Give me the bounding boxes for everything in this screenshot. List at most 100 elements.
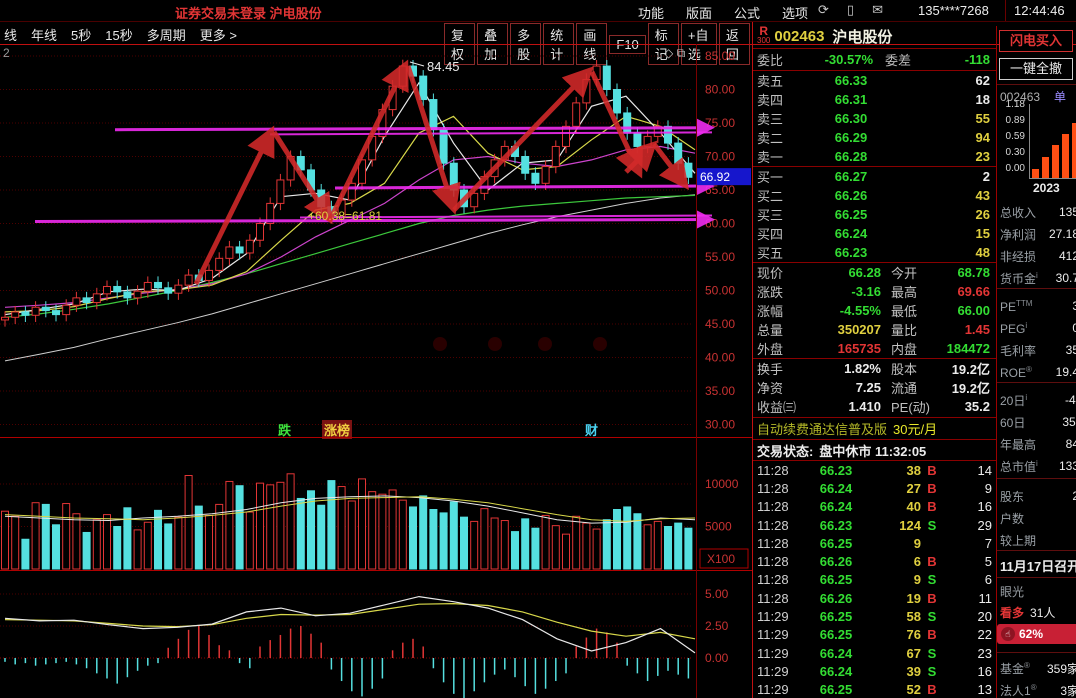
mini-bar bbox=[1032, 169, 1039, 178]
tick-row[interactable]: 11:28 66.24 27 B 9 bbox=[753, 479, 996, 497]
tick-count: 29 bbox=[977, 517, 992, 533]
tick-direction: B bbox=[927, 462, 937, 478]
svg-text:45.00: 45.00 bbox=[705, 317, 735, 331]
candlestick-panel[interactable]: 85.0080.0075.0070.0065.0060.0055.0050.00… bbox=[0, 44, 752, 437]
tick-price: 66.23 bbox=[819, 517, 853, 533]
valuation-row[interactable]: PETTM 3 bbox=[997, 296, 1076, 316]
side-label: 总市值i bbox=[1000, 458, 1038, 474]
cancel-all-button[interactable]: 一键全撤 bbox=[999, 58, 1073, 80]
menu-item-功能[interactable]: 功能 bbox=[638, 6, 665, 21]
level-volume: 55 bbox=[975, 111, 990, 126]
stat-label: 外盘 bbox=[757, 342, 784, 357]
side-column: 闪电买入 一键全撤 002463 单 1.18 0.89 0.59 0.30 0.00 … bbox=[997, 26, 1076, 698]
tick-row[interactable]: 11:29 66.24 67 S 23 bbox=[753, 644, 996, 662]
strip-label[interactable]: 涨榜 bbox=[322, 420, 353, 439]
valuation-row[interactable]: 毛利率 35 bbox=[997, 340, 1076, 360]
side-value: 3 bbox=[1072, 299, 1076, 313]
strip-label[interactable]: 财 bbox=[585, 423, 599, 438]
ask-row[interactable]: 卖三 66.30 55 bbox=[753, 109, 996, 128]
flash-buy-button[interactable]: 闪电买入 bbox=[999, 30, 1073, 52]
ask-row[interactable]: 卖四 66.31 18 bbox=[753, 90, 996, 109]
tick-row[interactable]: 11:28 66.23 38 B 14 bbox=[753, 461, 996, 479]
level-price: 66.28 bbox=[834, 149, 868, 164]
tool-button-画线[interactable]: 画线 bbox=[576, 23, 608, 65]
tick-count: 13 bbox=[977, 682, 992, 698]
menu-item-选项[interactable]: 选项 bbox=[782, 6, 809, 21]
svg-text:50.00: 50.00 bbox=[705, 284, 735, 298]
stat-row: 涨跌 -3.16 最高 69.66 bbox=[753, 282, 996, 301]
device-icon[interactable]: ▯ bbox=[846, 2, 855, 17]
mini-axis-label: 0.59 bbox=[1005, 131, 1025, 142]
menu-item-版面[interactable]: 版面 bbox=[686, 6, 713, 21]
tick-row[interactable]: 11:29 66.24 39 S 16 bbox=[753, 662, 996, 680]
mini-tag[interactable]: 单 bbox=[1054, 90, 1067, 104]
range-row[interactable]: 60日 35. bbox=[997, 412, 1076, 432]
tick-row[interactable]: 11:29 66.25 76 B 22 bbox=[753, 626, 996, 644]
strip-label[interactable]: 跌 bbox=[278, 423, 292, 438]
range-row[interactable]: 年最高 84 bbox=[997, 434, 1076, 454]
macd-panel[interactable]: 5.00 2.50 0.00 bbox=[0, 571, 752, 698]
tick-time: 11:29 bbox=[757, 682, 789, 698]
institution-row[interactable]: 法人1® 3家 bbox=[997, 680, 1076, 698]
holders-row[interactable]: 较上期 bbox=[997, 530, 1076, 550]
bid-row[interactable]: 买三 66.25 26 bbox=[753, 205, 996, 224]
level-volume: 2 bbox=[982, 169, 990, 184]
menu-item-公式[interactable]: 公式 bbox=[734, 6, 761, 21]
ask-row[interactable]: 卖二 66.29 94 bbox=[753, 128, 996, 147]
bid-row[interactable]: 买二 66.26 43 bbox=[753, 186, 996, 205]
bid-row[interactable]: 买五 66.23 48 bbox=[753, 243, 996, 262]
bullish-row: 看多 31人 bbox=[1000, 604, 1076, 621]
holders-row[interactable]: 户数 bbox=[997, 508, 1076, 528]
ask-row[interactable]: 卖一 66.28 23 bbox=[753, 147, 996, 166]
level-price: 66.31 bbox=[834, 92, 868, 107]
tick-row[interactable]: 11:28 66.26 19 B 11 bbox=[753, 589, 996, 607]
tick-price: 66.24 bbox=[819, 499, 853, 515]
thumb-up-icon: ☝ bbox=[1001, 627, 1015, 641]
tick-price: 66.23 bbox=[819, 462, 853, 478]
fin-row[interactable]: 非经损 412 bbox=[997, 246, 1076, 266]
level-price: 66.24 bbox=[834, 226, 868, 241]
tick-row[interactable]: 11:28 66.24 40 B 16 bbox=[753, 498, 996, 516]
tick-row[interactable]: 11:28 66.26 6 B 5 bbox=[753, 552, 996, 570]
valuation-row[interactable]: PEGi 0 bbox=[997, 318, 1076, 338]
tick-volume: 67 bbox=[906, 645, 921, 661]
approval-badge[interactable]: ☝ 62% bbox=[997, 624, 1076, 644]
tick-row[interactable]: 11:28 66.25 9 S 6 bbox=[753, 571, 996, 589]
refresh-icon[interactable]: ⟳ bbox=[818, 2, 829, 17]
range-row[interactable]: 20日i -4. bbox=[997, 390, 1076, 410]
fin-row[interactable]: 货币金i 30.7 bbox=[997, 268, 1076, 288]
institution-row[interactable]: 基金® 359家 bbox=[997, 658, 1076, 678]
bid-row[interactable]: 买一 66.27 2 bbox=[753, 167, 996, 186]
period-tab[interactable]: 5秒 bbox=[71, 28, 92, 43]
tick-count: 20 bbox=[977, 609, 992, 625]
mail-icon[interactable]: ✉ bbox=[872, 2, 883, 17]
period-tab[interactable]: 15秒 bbox=[105, 28, 133, 43]
period-tab[interactable]: 多周期 bbox=[146, 28, 186, 43]
stock-header[interactable]: R 300 002463 沪电股份 bbox=[753, 24, 996, 48]
chart-window-icons[interactable]: ◇ ⧉ bbox=[664, 46, 686, 60]
level-label: 卖三 bbox=[757, 112, 784, 127]
tick-row[interactable]: 11:29 66.25 58 S 20 bbox=[753, 607, 996, 625]
period-tab[interactable]: 年线 bbox=[31, 28, 58, 43]
tick-row[interactable]: 11:29 66.25 52 B 13 bbox=[753, 681, 996, 698]
volume-panel[interactable]: 10000 5000 X100 bbox=[0, 438, 752, 570]
holders-row[interactable]: 股东 2 bbox=[997, 486, 1076, 506]
tick-row[interactable]: 11:28 66.23 124 S 29 bbox=[753, 516, 996, 534]
stat-label: 内盘 bbox=[891, 342, 918, 357]
fin-row[interactable]: 净利润 27.18 bbox=[997, 224, 1076, 244]
stat-value: 350207 bbox=[837, 322, 881, 337]
range-row[interactable]: 总市值i 133 bbox=[997, 456, 1076, 476]
tick-count: 16 bbox=[977, 663, 992, 679]
fin-row[interactable]: 总收入 135 bbox=[997, 202, 1076, 222]
period-tab[interactable]: 线 bbox=[4, 28, 18, 43]
tick-direction: B bbox=[927, 590, 937, 606]
ask-row[interactable]: 卖五 66.33 62 bbox=[753, 71, 996, 90]
meeting-notice[interactable]: 11月17日召开 bbox=[1000, 559, 1076, 574]
period-tab[interactable]: 更多 > bbox=[199, 28, 237, 43]
bid-row[interactable]: 买四 66.24 15 bbox=[753, 224, 996, 243]
promo-banner[interactable]: 自动续费通达信普及版 30元/月 bbox=[753, 418, 996, 439]
valuation-row[interactable]: ROE® 19.4 bbox=[997, 362, 1076, 382]
svg-text:80.00: 80.00 bbox=[705, 83, 735, 97]
chart-area[interactable]: 85.00 80.00 75.00 70.00 65.00 60.00 55.00 50.00… bbox=[0, 44, 752, 698]
tick-row[interactable]: 11:28 66.25 9 7 bbox=[753, 534, 996, 552]
